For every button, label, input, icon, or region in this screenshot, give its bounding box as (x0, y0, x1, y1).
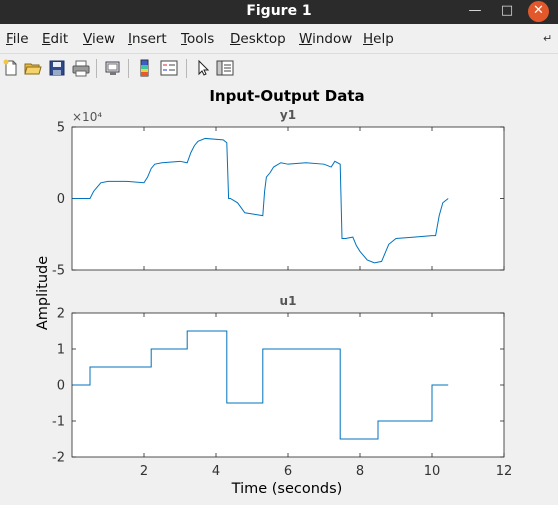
link-plot-icon[interactable] (104, 59, 122, 77)
x-tick-label: 4 (212, 464, 220, 479)
figure-canvas[interactable]: Input-Output Data Time (seconds) Amplitu… (0, 82, 558, 505)
axes-background (72, 127, 504, 270)
subplot-title-u1: u1 (280, 294, 297, 308)
figure-plot: Input-Output Data Time (seconds) Amplitu… (35, 87, 512, 497)
toolbar-separator (186, 59, 187, 78)
menu-insert[interactable]: Insert (128, 31, 167, 47)
x-tick-label: 8 (356, 464, 364, 479)
y-tick-label: -1 (52, 415, 65, 430)
pointer-icon[interactable] (194, 59, 212, 77)
x-axis-label: Time (seconds) (231, 481, 343, 497)
toolbar-separator (128, 59, 129, 78)
x-tick-label: 12 (496, 464, 513, 479)
y-tick-label: -5 (52, 264, 65, 279)
menu-edit[interactable]: Edit (42, 31, 69, 47)
open-folder-icon[interactable] (24, 59, 42, 77)
menu-desktop[interactable]: Desktop (230, 31, 286, 47)
x-tick-label: 10 (424, 464, 441, 479)
y-axis-label: Amplitude (35, 256, 51, 330)
menu-view[interactable]: View (83, 31, 116, 47)
y-exponent-label: ×10⁴ (72, 110, 102, 124)
subplot-title-y1: y1 (280, 108, 296, 122)
x-tick-label: 2 (140, 464, 148, 479)
maximize-button[interactable]: □ (500, 3, 514, 18)
save-icon[interactable] (48, 59, 66, 77)
window-titlebar: Figure 1 — □ ✕ (0, 0, 558, 24)
toolbar-separator (96, 59, 97, 78)
menu-tools[interactable]: Tools (181, 31, 215, 47)
y-tick-label: 0 (57, 192, 65, 207)
figure-title: Input-Output Data (209, 87, 364, 105)
menu-bar: File Edit View Insert Tools Desktop Wind… (0, 29, 558, 51)
toolbar (0, 53, 558, 83)
window-title: Figure 1 (246, 3, 312, 19)
menu-help[interactable]: Help (363, 31, 394, 47)
y-tick-label: -2 (52, 451, 65, 466)
property-editor-icon[interactable] (216, 59, 234, 77)
u1-data-line (72, 330, 449, 440)
axes-u1[interactable]: u1 210-1-22 4 6 8 10 12 (52, 294, 512, 479)
y-tick-label: 2 (57, 307, 65, 322)
y-tick-label: 0 (57, 379, 65, 394)
x-tick-label: 6 (284, 464, 292, 479)
legend-icon[interactable] (160, 59, 178, 77)
menu-overflow-arrow-icon[interactable]: ↵ (543, 32, 553, 45)
minimize-button[interactable]: — (468, 3, 482, 18)
new-file-icon[interactable] (2, 59, 20, 77)
menu-window[interactable]: Window (299, 31, 353, 47)
axes-frame (71, 312, 505, 458)
colorbar-icon[interactable] (136, 59, 154, 77)
y-tick-label: 1 (57, 343, 65, 358)
y-tick-label: 5 (57, 121, 65, 136)
close-button[interactable]: ✕ (528, 1, 549, 22)
print-icon[interactable] (72, 59, 90, 77)
axes-y1[interactable]: y1 ×10⁴ 5 0 -5 (52, 108, 505, 279)
menu-file[interactable]: File (6, 31, 29, 47)
y1-data-line (72, 137, 449, 264)
axes-frame (71, 126, 505, 271)
